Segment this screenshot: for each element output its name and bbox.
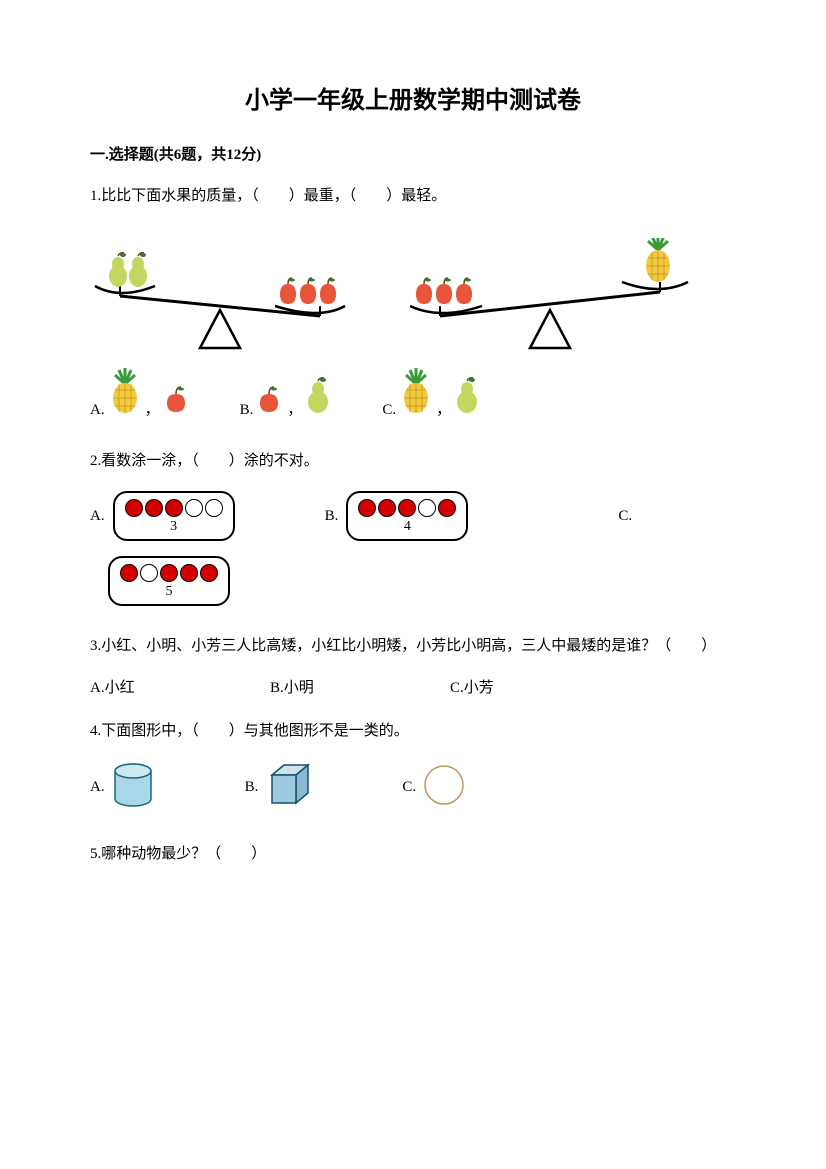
circle-dot: [398, 499, 416, 517]
comma: ，: [145, 398, 160, 419]
q3-option-a: A.小红: [90, 676, 270, 697]
q3-option-c: C.小芳: [450, 676, 630, 697]
q4-text: 4.下面图形中，（ ）与其他图形不是一类的。: [90, 719, 736, 743]
q2-row2: 5: [90, 556, 736, 606]
q5-text: 5.哪种动物最少？（ ）: [90, 842, 736, 866]
circle-dot: [120, 564, 138, 582]
pear-icon: [306, 374, 332, 419]
pineapple-icon: [400, 368, 432, 419]
option-label: A.: [90, 508, 105, 525]
q2-row1: A. 3 B. 4 C.: [90, 491, 736, 541]
q4-option-a: A.: [90, 761, 155, 814]
cylinder-icon: [111, 761, 155, 814]
page-title: 小学一年级上册数学期中测试卷: [90, 80, 736, 115]
q1-option-a: A. ，: [90, 368, 190, 419]
q1-options: A. ， B. ， C. ，: [90, 368, 736, 419]
q3-options: A.小红 B.小明 C.小芳: [90, 676, 736, 697]
circle-dot: [200, 564, 218, 582]
circle-dot: [125, 499, 143, 517]
option-label: A.: [90, 402, 105, 419]
circle-dot: [180, 564, 198, 582]
q2a-number: 3: [170, 519, 177, 535]
circle-dot: [185, 499, 203, 517]
q1-scales: [90, 238, 736, 348]
apple-icon: [257, 382, 283, 419]
option-label: C.: [382, 402, 396, 419]
circle-dot: [145, 499, 163, 517]
q2-box-a: 3: [113, 491, 235, 541]
q2-box-b: 4: [346, 491, 468, 541]
scale-left: [90, 238, 350, 348]
comma: ，: [287, 398, 302, 419]
q3-option-b: B.小明: [270, 676, 450, 697]
q2-text: 2.看数涂一涂，（ ）涂的不对。: [90, 449, 736, 473]
q4-option-b: B.: [245, 761, 313, 814]
circle-dot: [418, 499, 436, 517]
option-label: B.: [240, 402, 254, 419]
q2b-number: 4: [404, 519, 411, 535]
q3-text: 3.小红、小明、小芳三人比高矮，小红比小明矮，小芳比小明高，三人中最矮的是谁？（…: [90, 634, 736, 658]
option-label: A.: [90, 779, 105, 796]
option-label: B.: [245, 779, 259, 796]
section-header: 一.选择题(共6题，共12分): [90, 143, 736, 164]
sphere-icon: [422, 763, 466, 812]
circle-dot: [205, 499, 223, 517]
q1-option-c: C. ，: [382, 368, 481, 419]
circle-dot: [378, 499, 396, 517]
q1-text: 1.比比下面水果的质量，（ ）最重，（ ）最轻。: [90, 184, 736, 208]
scale-right: [410, 238, 670, 348]
pear-icon: [455, 374, 481, 419]
comma: ，: [436, 398, 451, 419]
q4-option-c: C.: [402, 763, 466, 812]
circle-dot: [140, 564, 158, 582]
q2c-number: 5: [166, 584, 173, 600]
option-label: C.: [618, 508, 632, 525]
apple-icon: [164, 382, 190, 419]
q1-option-b: B. ，: [240, 374, 333, 419]
q2-box-c: 5: [108, 556, 230, 606]
cube-icon: [264, 761, 312, 814]
option-label: B.: [325, 508, 339, 525]
circle-dot: [358, 499, 376, 517]
option-label: C.: [402, 779, 416, 796]
circle-dot: [165, 499, 183, 517]
circle-dot: [438, 499, 456, 517]
circle-dot: [160, 564, 178, 582]
q4-options: A. B. C.: [90, 761, 736, 814]
pineapple-icon: [109, 368, 141, 419]
